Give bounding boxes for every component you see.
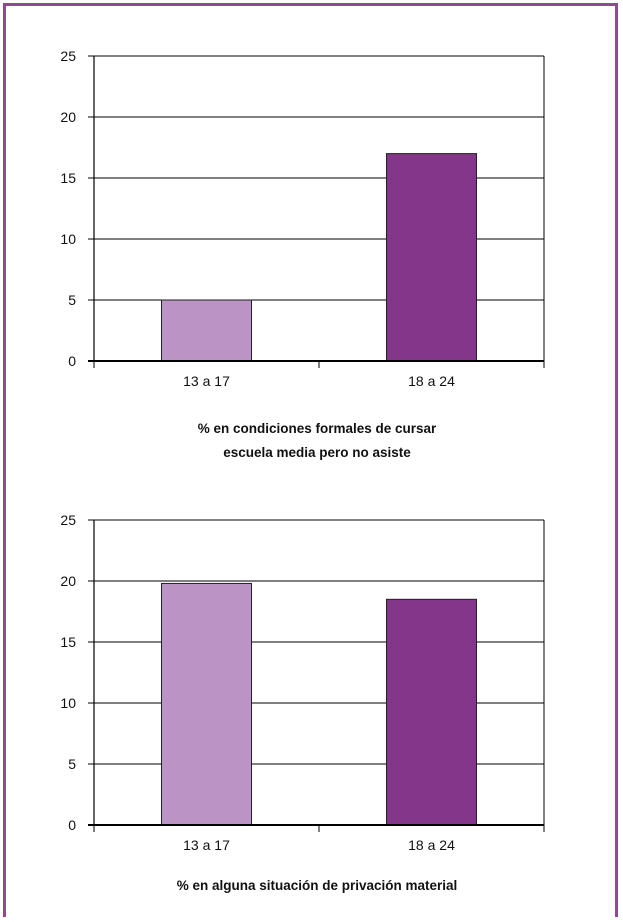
bar (161, 299, 252, 362)
y-tick-label: 25 (60, 512, 76, 528)
y-tick-label: 15 (60, 170, 76, 186)
bar (161, 582, 252, 826)
y-tick-label: 0 (68, 353, 76, 369)
y-tick-label: 10 (60, 231, 76, 247)
x-tick-label: 13 a 17 (183, 373, 230, 389)
x-tick-label: 18 a 24 (408, 373, 455, 389)
y-tick-label: 5 (68, 292, 76, 308)
chart-caption-line-2: escuela media pero no asiste (223, 445, 411, 460)
y-tick-label: 15 (60, 634, 76, 650)
chart-caption-line-1: % en alguna situación de privación mater… (177, 878, 458, 893)
y-tick-label: 0 (68, 817, 76, 833)
y-tick-label: 25 (60, 48, 76, 64)
y-tick-label: 10 (60, 695, 76, 711)
y-tick-label: 20 (60, 109, 76, 125)
chart-frame (3, 3, 618, 917)
bar (386, 153, 477, 362)
chart-top: 0 5 10 15 20 25 13 a 17 18 a 24 % en condicion… (60, 48, 545, 460)
bar (386, 598, 477, 826)
x-tick-label: 18 a 24 (408, 837, 455, 853)
x-tick-label: 13 a 17 (183, 837, 230, 853)
y-tick-label: 20 (60, 573, 76, 589)
chart-bottom: 0 5 10 15 20 25 13 a 17 18 a 24 % en alguna si… (60, 512, 545, 893)
chart-caption-line-1: % en condiciones formales de cursar (198, 421, 437, 436)
y-tick-label: 5 (68, 756, 76, 772)
